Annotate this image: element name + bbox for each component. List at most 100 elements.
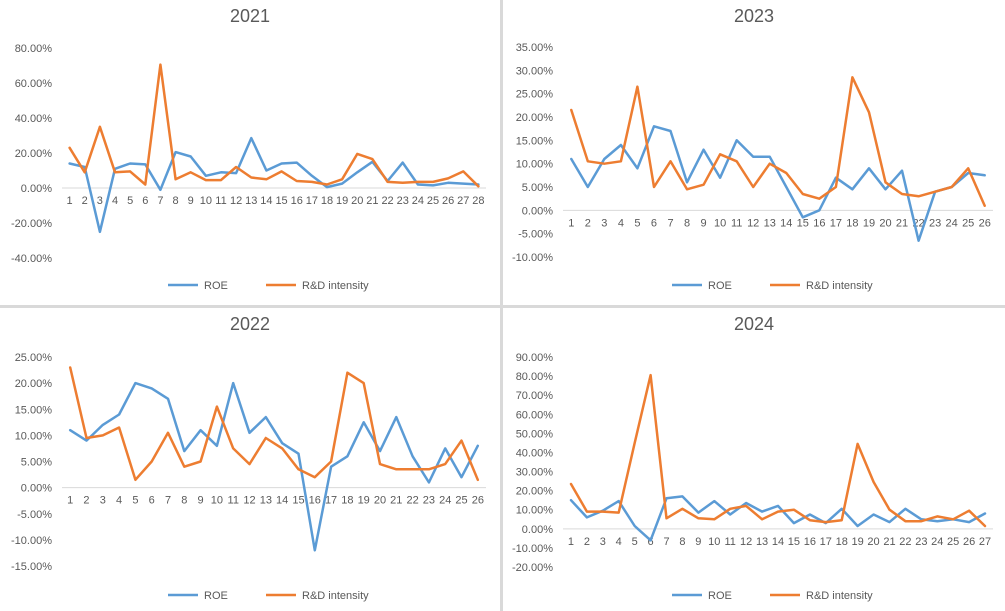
x-tick-label: 8 (679, 536, 685, 548)
x-tick-label: 9 (701, 217, 707, 229)
x-tick-label: 18 (846, 217, 858, 229)
x-tick-label: 7 (663, 536, 669, 548)
chart-2021-plot: -40.00% -20.00% 0.00% 20.00% 40.00% 60.00% 80.… (11, 43, 486, 292)
x-tick-label: 10 (708, 536, 720, 548)
y-tick-label: 15.00% (516, 135, 554, 147)
x-tick-label: 3 (600, 536, 606, 548)
y-tick-label: 20.00% (516, 112, 554, 124)
y-tick-label: -10.00% (512, 252, 553, 264)
x-tick-label: 7 (165, 495, 171, 507)
x-tick-label: 24 (412, 195, 424, 207)
x-tick-label: 5 (127, 195, 133, 207)
horizontal-divider (0, 305, 1005, 308)
x-tick-label: 10 (211, 495, 223, 507)
y-tick-label: 40.00% (15, 113, 53, 125)
x-tick-label: 13 (756, 536, 768, 548)
y-tick-label: 5.00% (522, 182, 553, 194)
y-tick-label: 40.00% (516, 447, 554, 459)
legend-roe-label: ROE (708, 280, 732, 292)
x-tick-label: 19 (336, 195, 348, 207)
y-tick-label: 60.00% (15, 78, 53, 90)
x-tick-label: 25 (962, 217, 974, 229)
x-tick-label: 8 (173, 195, 179, 207)
x-tick-label: 7 (667, 217, 673, 229)
x-tick-label: 1 (67, 195, 73, 207)
x-tick-label: 20 (374, 495, 386, 507)
x-tick-label: 23 (423, 495, 435, 507)
x-tick-label: 12 (747, 217, 759, 229)
x-tick-label: 23 (915, 536, 927, 548)
x-tick-label: 7 (157, 195, 163, 207)
x-tick-label: 6 (149, 495, 155, 507)
x-tick-label: 4 (116, 495, 122, 507)
x-tick-label: 9 (188, 195, 194, 207)
x-tick-label: 27 (457, 195, 469, 207)
x-tick-label: 3 (100, 495, 106, 507)
x-tick-label: 13 (245, 195, 257, 207)
x-tick-label: 24 (946, 217, 958, 229)
chart-title: 2022 (229, 314, 271, 334)
chart-2022-plot: -15.00% -10.00% -5.00% 0.00% 5.00% 10.00% 15.0… (11, 352, 486, 602)
x-tick-label: 26 (963, 536, 975, 548)
x-tick-label: 13 (260, 495, 272, 507)
x-tick-label: 2 (585, 217, 591, 229)
y-tick-label: 5.00% (21, 457, 52, 469)
x-tick-label: 21 (366, 195, 378, 207)
x-tick-label: 21 (390, 495, 402, 507)
x-tick-label: 18 (836, 536, 848, 548)
y-tick-label: -5.00% (518, 229, 553, 241)
x-tick-label: 4 (112, 195, 118, 207)
chart-title: 2021 (229, 6, 271, 26)
x-tick-label: 17 (325, 495, 337, 507)
legend-rd-intensity-label: R&D intensity (806, 590, 873, 602)
y-tick-label: -20.00% (512, 562, 553, 574)
legend-rd-intensity-label: R&D intensity (302, 280, 369, 292)
x-tick-label: 5 (632, 536, 638, 548)
x-tick-label: 5 (634, 217, 640, 229)
y-tick-label: 70.00% (516, 390, 554, 402)
x-tick-label: 22 (899, 536, 911, 548)
x-tick-label: 11 (215, 195, 226, 207)
x-tick-label: 28 (472, 195, 484, 207)
chart-2023: 2023 -10.00% -5.00% 0.00% 5.00% 10.00% 15.00%… (503, 0, 1005, 305)
x-tick-label: 15 (797, 217, 809, 229)
legend-roe-label: ROE (204, 280, 228, 292)
x-tick-label: 20 (879, 217, 891, 229)
y-tick-label: 0.00% (522, 524, 553, 536)
x-tick-label: 5 (132, 495, 138, 507)
x-tick-label: 18 (321, 195, 333, 207)
x-tick-label: 24 (931, 536, 943, 548)
y-tick-label: 0.00% (522, 205, 553, 217)
x-tick-label: 9 (198, 495, 204, 507)
series-line-rd-intensity (68, 63, 480, 188)
x-tick-label: 22 (406, 495, 418, 507)
chart-2021: 2021 -40.00% -20.00% 0.00% 20.00% 40.00% 60.0… (0, 0, 500, 305)
chart-2024-plot: -20.00% -10.00% 0.00% 10.00% 20.00% 30.00% 40.… (512, 352, 993, 602)
x-tick-label: 27 (979, 536, 991, 548)
series-line-roe (569, 495, 987, 542)
chart-2023-plot: -10.00% -5.00% 0.00% 5.00% 10.00% 15.00% 20.00… (512, 42, 993, 292)
y-tick-label: 80.00% (516, 371, 554, 383)
y-tick-label: 15.00% (15, 404, 53, 416)
x-tick-label: 13 (764, 217, 776, 229)
chart-title: 2023 (733, 6, 775, 26)
x-tick-label: 16 (804, 536, 816, 548)
x-tick-label: 10 (714, 217, 726, 229)
x-tick-label: 9 (695, 536, 701, 548)
x-tick-label: 15 (788, 536, 800, 548)
y-tick-label: -10.00% (11, 535, 52, 547)
x-tick-label: 12 (243, 495, 255, 507)
x-tick-label: 25 (455, 495, 467, 507)
x-tick-label: 24 (439, 495, 451, 507)
x-tick-label: 8 (684, 217, 690, 229)
series-line-rd-intensity (570, 76, 986, 207)
x-tick-label: 12 (740, 536, 752, 548)
x-tick-label: 14 (276, 495, 288, 507)
y-tick-label: 35.00% (516, 42, 554, 54)
legend-rd-intensity-label: R&D intensity (302, 590, 369, 602)
x-tick-label: 20 (351, 195, 363, 207)
x-tick-label: 2 (584, 536, 590, 548)
x-tick-label: 3 (601, 217, 607, 229)
x-tick-label: 25 (947, 536, 959, 548)
x-tick-label: 21 (883, 536, 895, 548)
